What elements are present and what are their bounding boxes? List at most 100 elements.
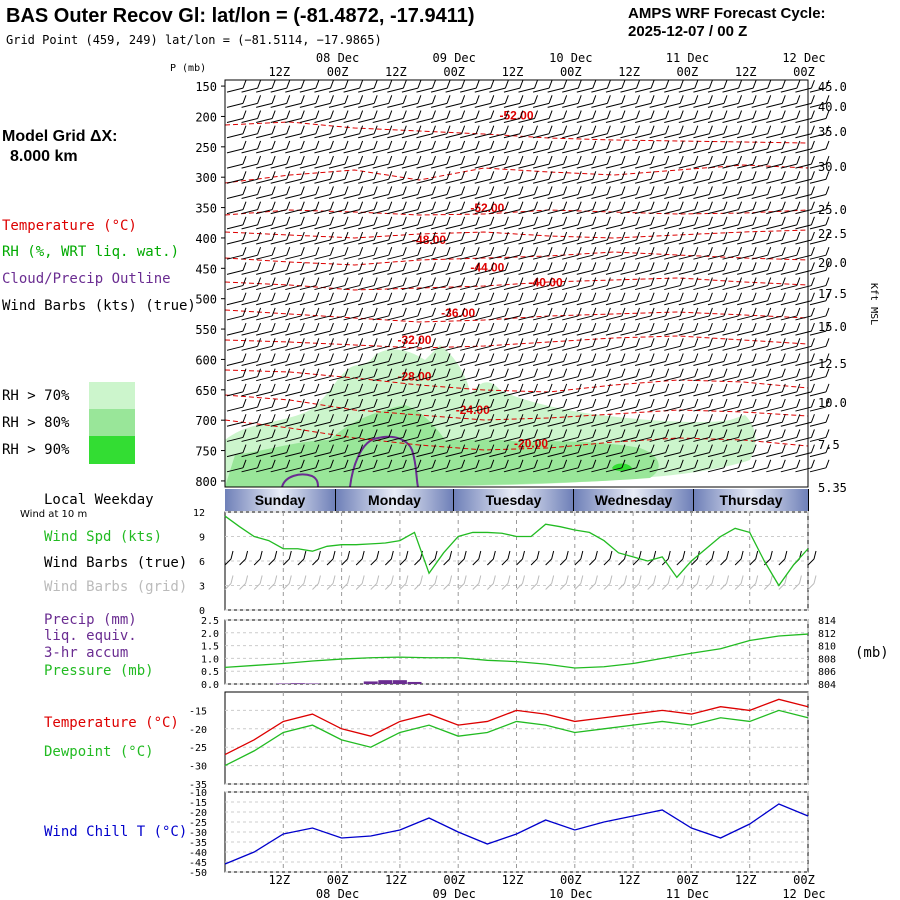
wind-barb [503,110,524,124]
wind-barb [503,459,524,473]
wind-barb [430,338,451,351]
wind-barb [562,155,582,169]
wind-barb [343,307,364,321]
surface-grid-wind-barb [472,575,482,590]
wind-barb [474,216,495,230]
wind-barb [664,459,684,473]
wind-barb [226,171,247,184]
wind-barb [474,338,495,351]
surface-grid-wind-barb [559,575,569,590]
wind-barb [678,95,699,108]
wind-barb [678,459,699,473]
wind-barb [707,201,728,215]
precip-tick-label: 1.0 [201,654,219,665]
wind-barb [518,155,538,169]
wind-barb [649,429,670,442]
wind-barb [664,262,684,275]
precip-bar [290,683,305,684]
wind-barb [518,186,538,199]
surface-grid-wind-barb [312,575,321,590]
wind-barb [693,140,713,154]
wind-barb [285,353,305,366]
wind-barb [256,125,276,139]
chart-title: BAS Outer Recov Gl: lat/lon = (-81.4872,… [6,5,475,27]
wind-barb [649,292,670,306]
temp-tick-label: -15 [189,706,207,717]
wind-barb [358,186,378,199]
wind-barb [620,368,640,382]
wind-barb [678,125,699,139]
isotherm-line [224,394,809,421]
wind-barb [416,231,436,245]
wind-barb [518,277,538,291]
wind-barb [693,155,713,169]
wind-barb [387,414,407,427]
wind-barb [722,231,743,245]
wind-barb [445,338,466,351]
wind-barb [737,414,757,427]
wind-barb [445,414,466,427]
wind-barb [620,338,640,351]
wind-barb [649,155,670,169]
wind-barb [241,231,262,245]
wind-barb [737,277,757,291]
wind-barb [372,307,393,321]
wind-barb [372,125,393,139]
wind-barb [314,429,334,442]
wind-barb [678,292,699,306]
wind-barb [489,186,509,199]
wind-barb [591,398,611,412]
wind-barb [649,322,670,336]
wind-barb [766,368,786,382]
wind-barb [751,307,772,321]
wind-barb [737,140,757,154]
wind-barb [722,338,743,351]
wind-barb [401,368,422,382]
wind-barb [809,398,830,412]
wind-barb [387,110,407,124]
wind-barb [226,95,247,108]
wind-barb [460,201,480,215]
wind-speed-line [224,515,809,587]
wind-barb [358,444,378,458]
wind-barb [256,247,276,260]
wind-barb [591,353,611,366]
wind-barb [809,429,830,442]
wind-barb [299,414,320,427]
wind-barb [591,429,611,442]
wind-barb [445,429,466,442]
wind-barb [503,338,524,351]
rh90-swatch [89,436,135,464]
wind-barb [372,322,393,336]
precip-tick-label: 1.5 [201,642,219,653]
wind-barb [503,171,524,184]
wind-barb [358,368,378,382]
wind-barb [591,125,611,139]
wind-barb [707,79,728,93]
wind-barb [693,414,713,427]
wind-barb [576,383,597,397]
pressure-tick-label: 550 [195,323,217,337]
wind-barb [503,368,524,382]
wind-barb [532,307,553,321]
wind-barb [707,231,728,245]
wind-barb [751,383,772,397]
precip-bar [392,680,407,684]
wind-barb [314,292,334,306]
wind-barb [678,383,699,397]
wind-barb [649,368,670,382]
wind-barb [707,186,728,199]
wind-barb [605,125,626,139]
model-grid-label: Model Grid ΔX: [2,128,118,145]
surface-wind-barb [545,550,555,566]
wind-barb [518,368,538,382]
wind-barb [503,398,524,412]
wind-barb [226,368,247,382]
wind-barb [576,231,597,245]
wind-barb [576,110,597,124]
isotherm-line [224,229,809,239]
wind-barb [809,338,830,351]
wind-barb [737,353,757,366]
wind-barb [387,444,407,458]
wind-barb [256,79,276,93]
